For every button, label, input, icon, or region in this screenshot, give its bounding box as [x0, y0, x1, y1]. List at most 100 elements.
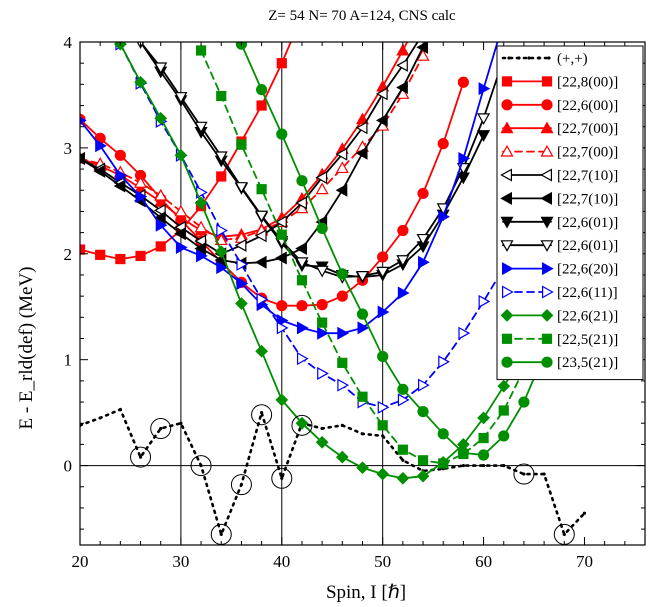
data-point — [477, 113, 491, 125]
data-point — [498, 405, 509, 416]
data-point — [481, 463, 486, 468]
data-point — [255, 210, 269, 223]
legend-marker — [517, 56, 521, 60]
data-point — [234, 238, 247, 252]
x-tick-label: 20 — [72, 552, 89, 571]
data-point — [396, 43, 410, 56]
data-point — [260, 411, 264, 415]
data-point — [502, 463, 506, 468]
data-point — [478, 294, 491, 308]
data-point — [275, 393, 289, 407]
data-point — [437, 428, 449, 440]
data-point — [340, 423, 344, 427]
legend-label: [22,6(20)] — [557, 262, 618, 278]
data-point — [478, 432, 489, 444]
legend-marker — [540, 216, 554, 229]
data-point — [295, 257, 309, 269]
data-point — [256, 184, 267, 195]
data-point — [236, 257, 249, 271]
data-point — [417, 187, 429, 200]
series-line — [80, 407, 586, 539]
data-point — [80, 244, 86, 255]
data-point — [235, 297, 248, 310]
data-point — [256, 292, 269, 306]
data-point — [397, 393, 410, 407]
legend-marker — [540, 144, 554, 157]
data-point — [377, 400, 390, 414]
data-point — [478, 82, 491, 96]
data-point — [458, 326, 471, 340]
series-line — [80, 54, 424, 241]
data-point — [114, 149, 126, 161]
data-point — [417, 455, 429, 466]
data-point — [214, 151, 228, 164]
series-group — [80, 15, 587, 545]
data-point — [113, 179, 126, 193]
legend-item: [22,7(00)] — [500, 121, 618, 137]
legend-item: [22,6(11)] — [502, 285, 618, 301]
data-point — [134, 176, 148, 188]
data-point — [381, 434, 385, 438]
legend-label: (+,+) — [557, 51, 588, 67]
data-point — [154, 195, 168, 207]
data-point — [295, 241, 307, 256]
data-point — [174, 227, 186, 241]
legend-label: [22,8(00)] — [557, 74, 618, 90]
data-point — [315, 435, 329, 449]
legend: (+,+) [22,8(00)] [22,6(00)] [22,7(00)] [22,7… — [496, 45, 644, 381]
data-point — [155, 241, 166, 252]
data-point — [154, 188, 168, 201]
legend-marker — [541, 285, 554, 299]
legend-label: [22,7(10)] — [557, 191, 618, 207]
series-4 — [80, 49, 430, 246]
data-point — [522, 472, 526, 476]
data-point — [337, 357, 348, 368]
data-point — [457, 76, 469, 88]
data-point — [195, 45, 207, 56]
data-point — [175, 240, 188, 254]
data-point — [154, 62, 168, 75]
legend-marker — [541, 333, 553, 344]
legend-item: [22,6(00)] — [501, 98, 618, 114]
legend-label: [22,6(21)] — [557, 308, 618, 324]
data-point — [214, 245, 228, 259]
data-point — [276, 229, 287, 240]
data-point — [295, 196, 307, 210]
data-point — [562, 532, 566, 537]
data-point — [438, 210, 450, 224]
data-point — [337, 378, 350, 392]
data-point — [216, 171, 227, 182]
data-point — [153, 211, 166, 225]
data-point — [135, 190, 148, 204]
data-point — [377, 305, 390, 319]
legend-label: [22,6(01)] — [557, 215, 618, 231]
legend-label: [22,6(01)] — [557, 238, 618, 254]
data-point — [296, 321, 309, 335]
data-point — [276, 321, 289, 335]
legend-label: [22,6(11)] — [557, 285, 618, 301]
data-point — [159, 426, 163, 431]
data-point — [118, 407, 122, 412]
data-point — [95, 249, 106, 260]
data-point — [477, 411, 490, 425]
data-point — [457, 447, 469, 459]
data-point — [135, 250, 146, 262]
circled-point — [150, 418, 172, 440]
data-point — [376, 266, 390, 279]
legend-label: [22,5(21)] — [557, 332, 618, 348]
circled-point — [291, 414, 313, 436]
circled-point — [513, 463, 535, 485]
data-point — [416, 42, 429, 54]
y-tick-label: 2 — [64, 245, 73, 264]
data-point — [499, 15, 509, 26]
data-point — [418, 255, 430, 269]
legend-item: [22,8(00)] — [501, 74, 618, 90]
data-point — [315, 171, 328, 185]
data-point — [416, 469, 430, 483]
legend-marker — [500, 168, 512, 182]
data-point — [518, 396, 530, 408]
data-point — [416, 233, 430, 246]
data-point — [296, 352, 309, 366]
data-point — [320, 426, 324, 431]
data-point — [336, 268, 348, 280]
